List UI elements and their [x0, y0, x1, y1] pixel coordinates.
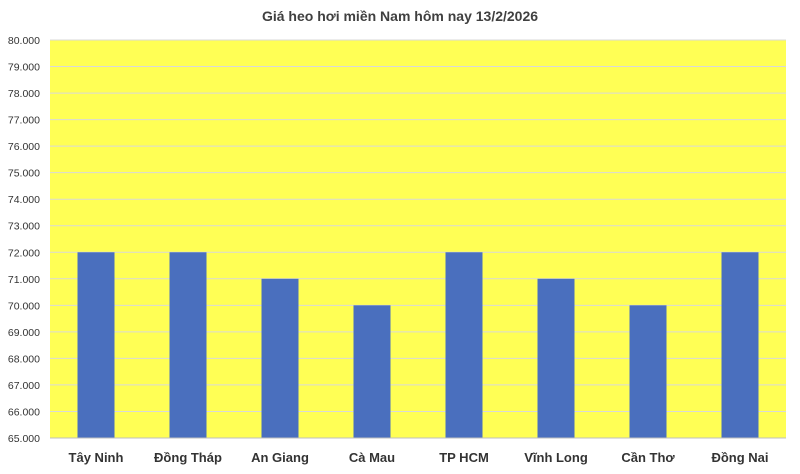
- y-tick-label: 66.000: [8, 406, 40, 418]
- bar-5: [445, 252, 483, 438]
- y-tick-label: 70.000: [8, 300, 40, 312]
- y-tick-label: 68.000: [8, 353, 40, 365]
- y-tick-label: 77.000: [8, 115, 40, 127]
- chart-title: Giá heo hơi miền Nam hôm nay 13/2/2026: [261, 8, 539, 24]
- y-tick-label: 74.000: [8, 194, 40, 206]
- bar-4: [353, 305, 391, 438]
- bar-8: [721, 252, 759, 438]
- y-tick-label: 69.000: [8, 327, 40, 339]
- x-tick-label: Cà Mau: [349, 450, 395, 465]
- bar-7: [629, 305, 667, 438]
- y-tick-label: 80.000: [8, 35, 40, 47]
- x-tick-label: TP HCM: [439, 450, 489, 465]
- y-tick-label: 78.000: [8, 88, 40, 100]
- bar-1: [77, 252, 115, 438]
- x-tick-label: Cần Thơ: [621, 450, 675, 465]
- x-tick-label: Đồng Nai: [711, 450, 768, 465]
- y-tick-label: 71.000: [8, 274, 40, 286]
- plot-area: [50, 40, 786, 438]
- x-tick-label: An Giang: [251, 450, 309, 465]
- bar-2: [169, 252, 207, 438]
- y-tick-label: 65.000: [8, 433, 40, 445]
- y-tick-label: 75.000: [8, 168, 40, 180]
- x-tick-label: Tây Ninh: [69, 450, 124, 465]
- y-tick-label: 79.000: [8, 62, 40, 74]
- y-tick-label: 72.000: [8, 247, 40, 259]
- y-tick-label: 67.000: [8, 380, 40, 392]
- y-tick-label: 76.000: [8, 141, 40, 153]
- x-tick-label: Đồng Tháp: [154, 450, 222, 465]
- bar-3: [261, 278, 299, 438]
- x-tick-label: Vĩnh Long: [524, 450, 588, 465]
- bar-6: [537, 278, 575, 438]
- y-tick-label: 73.000: [8, 221, 40, 233]
